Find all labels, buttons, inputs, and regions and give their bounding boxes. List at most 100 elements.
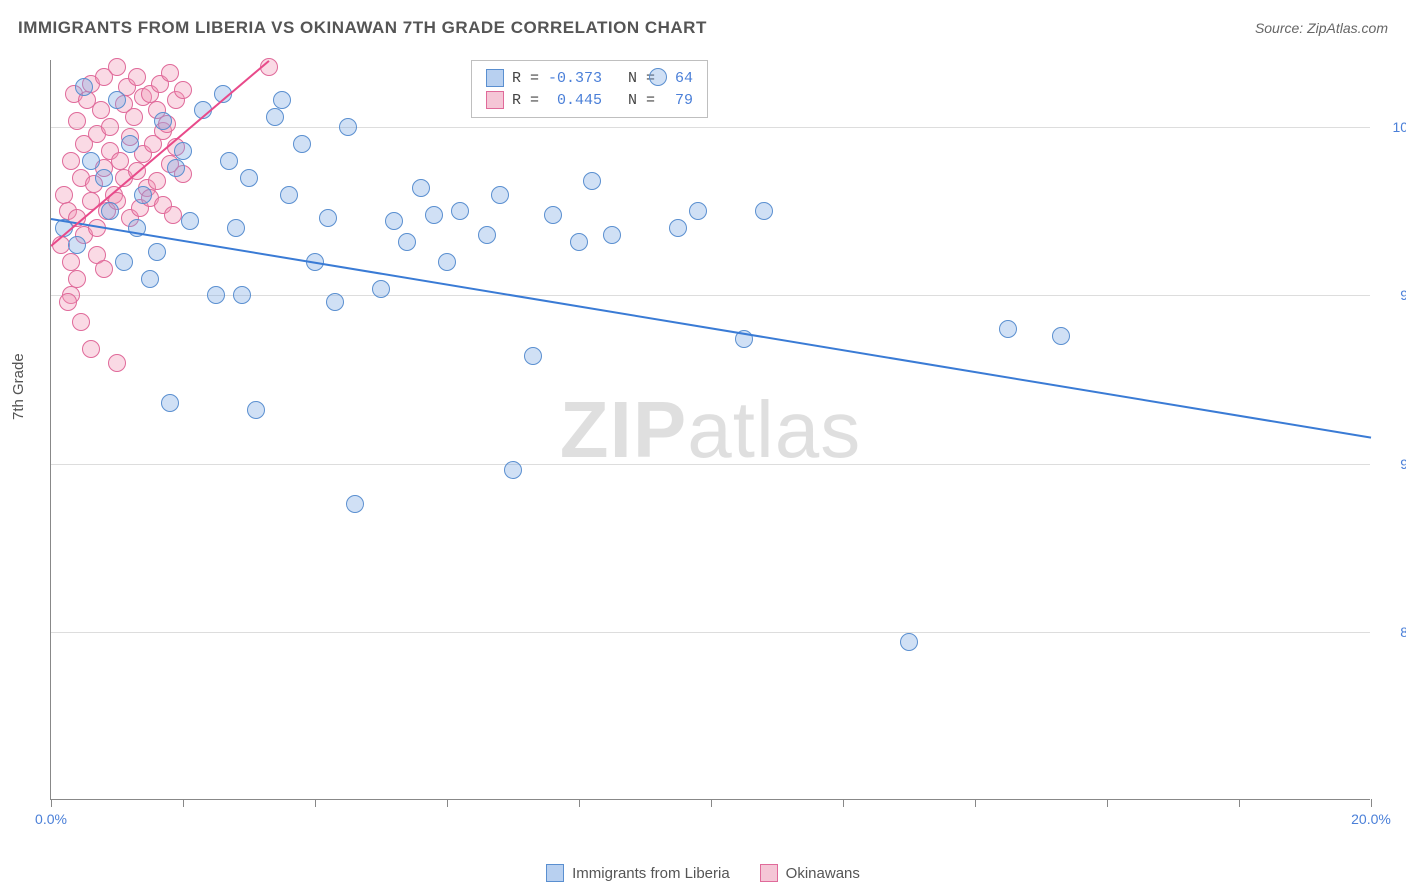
data-point xyxy=(59,293,77,311)
data-point xyxy=(164,206,182,224)
data-point xyxy=(92,101,110,119)
legend-swatch xyxy=(486,91,504,109)
data-point xyxy=(346,495,364,513)
x-tick xyxy=(843,799,844,807)
data-point xyxy=(689,202,707,220)
data-point xyxy=(68,112,86,130)
data-point xyxy=(181,212,199,230)
data-point xyxy=(273,91,291,109)
correlation-stats-box: R = -0.373 N = 64R = 0.445 N = 79 xyxy=(471,60,708,118)
stats-row: R = 0.445 N = 79 xyxy=(486,89,693,111)
data-point xyxy=(900,633,918,651)
x-tick xyxy=(183,799,184,807)
data-point xyxy=(154,112,172,130)
data-point xyxy=(95,169,113,187)
data-point xyxy=(108,91,126,109)
y-tick-label: 90.0% xyxy=(1380,456,1406,472)
data-point xyxy=(280,186,298,204)
watermark-rest: atlas xyxy=(687,385,861,474)
data-point xyxy=(1052,327,1070,345)
data-point xyxy=(101,118,119,136)
r-value: 0.445 xyxy=(547,92,602,109)
title-bar: IMMIGRANTS FROM LIBERIA VS OKINAWAN 7TH … xyxy=(18,18,1388,38)
data-point xyxy=(148,243,166,261)
x-tick-label: 0.0% xyxy=(35,811,67,827)
data-point xyxy=(121,135,139,153)
y-tick-label: 85.0% xyxy=(1380,624,1406,640)
data-point xyxy=(82,152,100,170)
data-point xyxy=(326,293,344,311)
data-point xyxy=(266,108,284,126)
data-point xyxy=(372,280,390,298)
data-point xyxy=(101,202,119,220)
n-label: N = xyxy=(610,92,655,109)
data-point xyxy=(148,172,166,190)
data-point xyxy=(451,202,469,220)
x-tick xyxy=(711,799,712,807)
data-point xyxy=(115,253,133,271)
y-tick-label: 100.0% xyxy=(1380,119,1406,135)
data-point xyxy=(72,313,90,331)
r-label: R = xyxy=(512,92,539,109)
data-point xyxy=(134,186,152,204)
x-tick xyxy=(315,799,316,807)
data-point xyxy=(227,219,245,237)
y-axis-label: 7th Grade xyxy=(10,353,27,420)
chart-title: IMMIGRANTS FROM LIBERIA VS OKINAWAN 7TH … xyxy=(18,18,707,38)
watermark: ZIPatlas xyxy=(560,384,861,476)
data-point xyxy=(128,68,146,86)
data-point xyxy=(583,172,601,190)
data-point xyxy=(478,226,496,244)
legend-swatch xyxy=(760,864,778,882)
data-point xyxy=(438,253,456,271)
data-point xyxy=(174,81,192,99)
data-point xyxy=(82,340,100,358)
gridline xyxy=(51,464,1370,465)
data-point xyxy=(174,142,192,160)
data-point xyxy=(524,347,542,365)
data-point xyxy=(293,135,311,153)
legend-label: Okinawans xyxy=(786,865,860,882)
x-tick xyxy=(1107,799,1108,807)
legend-swatch xyxy=(546,864,564,882)
data-point xyxy=(504,461,522,479)
data-point xyxy=(603,226,621,244)
data-point xyxy=(491,186,509,204)
data-point xyxy=(161,394,179,412)
data-point xyxy=(75,78,93,96)
data-point xyxy=(649,68,667,86)
data-point xyxy=(141,270,159,288)
x-tick xyxy=(1239,799,1240,807)
data-point xyxy=(62,253,80,271)
data-point xyxy=(570,233,588,251)
data-point xyxy=(111,152,129,170)
data-point xyxy=(544,206,562,224)
data-point xyxy=(385,212,403,230)
x-tick-label: 20.0% xyxy=(1351,811,1391,827)
data-point xyxy=(125,108,143,126)
data-point xyxy=(161,64,179,82)
data-point xyxy=(233,286,251,304)
gridline xyxy=(51,632,1370,633)
data-point xyxy=(55,186,73,204)
data-point xyxy=(398,233,416,251)
legend-item: Immigrants from Liberia xyxy=(546,864,730,882)
data-point xyxy=(755,202,773,220)
bottom-legend: Immigrants from Liberia Okinawans xyxy=(0,864,1406,882)
data-point xyxy=(425,206,443,224)
legend-item: Okinawans xyxy=(760,864,860,882)
legend-swatch xyxy=(486,69,504,87)
scatter-plot-area: ZIPatlas R = -0.373 N = 64R = 0.445 N = … xyxy=(50,60,1370,800)
x-tick xyxy=(1371,799,1372,807)
x-tick xyxy=(579,799,580,807)
x-tick xyxy=(51,799,52,807)
data-point xyxy=(669,219,687,237)
data-point xyxy=(999,320,1017,338)
n-value: 79 xyxy=(663,92,693,109)
data-point xyxy=(319,209,337,227)
data-point xyxy=(240,169,258,187)
watermark-bold: ZIP xyxy=(560,385,687,474)
source-attribution: Source: ZipAtlas.com xyxy=(1255,20,1388,36)
n-label: N = xyxy=(610,70,655,87)
r-label: R = xyxy=(512,70,539,87)
